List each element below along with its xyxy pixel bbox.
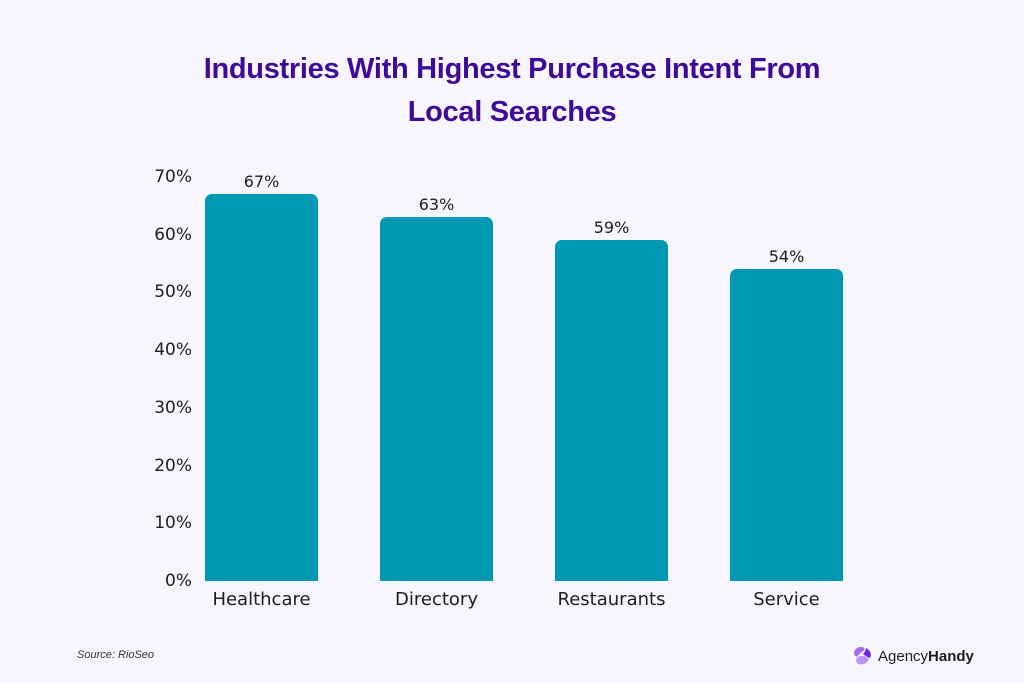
y-tick-70: 70%	[154, 167, 192, 187]
bar-restaurants	[555, 240, 668, 581]
bar-healthcare	[205, 194, 318, 581]
x-label-healthcare: Healthcare	[212, 589, 311, 610]
x-label-restaurants: Restaurants	[557, 589, 666, 610]
x-label-service: Service	[753, 589, 820, 610]
value-label-service: 54%	[768, 247, 805, 267]
chart-title-line-1: Industries With Highest Purchase Intent …	[203, 53, 821, 85]
y-tick-50: 50%	[154, 282, 192, 302]
brand-logo: AgencyHandy	[851, 645, 974, 667]
brand-name: AgencyHandy	[878, 647, 974, 665]
bar-directory	[380, 217, 493, 581]
x-label-directory: Directory	[395, 589, 478, 610]
value-label-directory: 63%	[418, 195, 455, 215]
agencyhandy-logo-icon	[853, 646, 871, 665]
y-tick-60: 60%	[154, 225, 192, 245]
y-tick-20: 20%	[154, 456, 192, 476]
y-tick-30: 30%	[154, 398, 192, 418]
y-tick-0: 0%	[165, 571, 192, 591]
y-tick-10: 10%	[154, 513, 192, 533]
y-tick-40: 40%	[154, 340, 192, 360]
bar-service	[730, 269, 843, 581]
value-label-healthcare: 67%	[243, 172, 280, 192]
chart-title: Industries With Highest Purchase Intent …	[0, 48, 1024, 134]
source-note: Source: RioSeo	[77, 649, 155, 661]
value-label-restaurants: 59%	[593, 218, 630, 238]
chart-title-line-2: Local Searches	[407, 96, 617, 128]
